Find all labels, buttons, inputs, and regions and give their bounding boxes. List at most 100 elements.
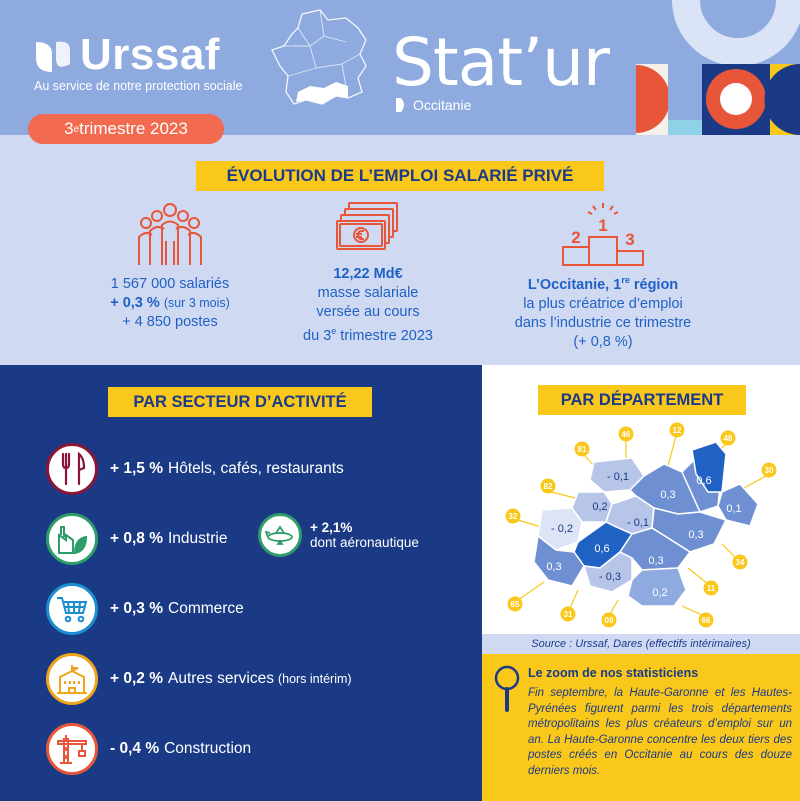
aero-pct: + 2,1% — [310, 520, 419, 535]
employment-section: ÉVOLUTION DE L’EMPLOI SALARIÉ PRIVÉ 1 56… — [0, 135, 800, 365]
dept-value: - 0,1 — [607, 471, 629, 483]
airplane-icon-circle — [258, 513, 302, 557]
sector-pct: + 0,3 % — [110, 600, 163, 618]
department-title: PAR DÉPARTEMENT — [538, 385, 746, 415]
region-mark-icon — [396, 98, 408, 112]
crane-icon — [56, 733, 88, 765]
tagline: Au service de notre protection sociale — [34, 79, 242, 93]
cart-icon-circle — [46, 583, 98, 635]
payroll-line2: masse salariale — [278, 284, 458, 303]
factory-icon-circle — [46, 513, 98, 565]
dept-value: 0,3 — [648, 555, 663, 567]
region-headline-post: région — [630, 277, 678, 293]
sector-section: PAR SECTEUR D’ACTIVITÉ + 1,5 % Hôtels, c… — [0, 365, 482, 801]
crane-icon-circle — [46, 723, 98, 775]
brand-name: Urssaf — [80, 30, 220, 80]
quarter-number: 3 — [64, 119, 73, 139]
dept-code: 82 — [544, 482, 553, 491]
dept-code: 46 — [622, 430, 631, 439]
sector-row-industry: + 0,8 % Industrie — [46, 513, 227, 565]
dept-code: 32 — [509, 512, 518, 521]
department-map: - 0,1 0,6 0,3 0,2 - 0,1 0,1 - 0,2 0,3 0,… — [482, 420, 800, 635]
region-headline: L’Occitanie, 1re région — [478, 271, 728, 295]
sector-label: Construction — [164, 740, 251, 758]
dept-value: 0,1 — [726, 503, 741, 515]
podium-second: 2 — [571, 228, 580, 247]
france-map-icon — [262, 6, 382, 118]
sector-row-hotels: + 1,5 % Hôtels, cafés, restaurants — [46, 443, 344, 495]
dept-value: 0,2 — [652, 587, 667, 599]
sector-label: Autres services — [168, 670, 274, 688]
podium-icon: 1 2 3 — [561, 201, 645, 267]
employees-pct: + 0,3 % — [110, 295, 160, 311]
payroll-line3: versée au cours — [278, 303, 458, 322]
sector-pct: + 0,8 % — [110, 530, 163, 548]
people-icon — [135, 201, 205, 267]
region-headline-pre: L’Occitanie, 1 — [528, 277, 622, 293]
banknotes-icon — [335, 201, 401, 257]
airplane-icon — [265, 525, 295, 545]
region-headline-sup: re — [621, 275, 630, 285]
dept-code: 11 — [707, 584, 716, 593]
region-line2: la plus créatrice d’emploi — [478, 295, 728, 314]
dept-code: 65 — [511, 600, 520, 609]
urssaf-logo: Urssaf — [32, 30, 220, 80]
payroll-amount: 12,22 Md€ — [278, 265, 458, 284]
zoom-section: Le zoom de nos statisticiens Fin septemb… — [482, 654, 800, 801]
dept-value: 0,2 — [592, 501, 607, 513]
region-line4: (+ 0,8 %) — [478, 333, 728, 352]
publication-title: Stat’ur — [392, 24, 609, 101]
dept-code: 31 — [564, 610, 573, 619]
sector-row-construction: - 0,4 % Construction — [46, 723, 251, 775]
region-line3: dans l’industrie ce trimestre — [478, 314, 728, 333]
factory-leaf-icon — [56, 523, 88, 555]
employment-title: ÉVOLUTION DE L’EMPLOI SALARIÉ PRIVÉ — [196, 161, 604, 191]
dept-code: 81 — [578, 445, 587, 454]
quarter-rest: trimestre 2023 — [79, 119, 188, 139]
dept-value: - 0,1 — [627, 517, 649, 529]
zoom-title: Le zoom de nos statisticiens — [528, 666, 698, 680]
region-stat: 1 2 3 L’Occitanie, 1re région la plus cr… — [478, 201, 728, 352]
sector-label: Industrie — [168, 530, 227, 548]
jobs-added: + 4 850 postes — [70, 313, 270, 332]
dept-code: 30 — [765, 466, 774, 475]
sector-row-services: + 0,2 % Autres services (hors intérim) — [46, 653, 352, 705]
sector-pct: + 0,2 % — [110, 670, 163, 688]
cart-icon — [56, 595, 88, 623]
building-icon-circle — [46, 653, 98, 705]
region-tag: Occitanie — [396, 97, 471, 113]
sector-label: Commerce — [168, 600, 244, 618]
sector-note: (hors intérim) — [278, 672, 352, 686]
dept-code: 09 — [605, 616, 614, 625]
podium-third: 3 — [625, 230, 634, 249]
sector-pct: - 0,4 % — [110, 740, 159, 758]
podium-first: 1 — [598, 216, 607, 235]
region-name: Occitanie — [413, 97, 471, 113]
dept-value: - 0,2 — [551, 523, 573, 535]
sector-label: Hôtels, cafés, restaurants — [168, 460, 344, 478]
payroll-line4-pre: du 3 — [303, 328, 331, 344]
payroll-line4-post: trimestre 2023 — [336, 328, 433, 344]
employees-count: 1 567 000 salariés — [70, 275, 270, 294]
payroll-stat: 12,22 Md€ masse salariale versée au cour… — [278, 201, 458, 346]
dept-value: 0,6 — [696, 475, 711, 487]
dept-code: 66 — [702, 616, 711, 625]
urssaf-logo-icon — [32, 34, 74, 76]
employees-pct-note: (sur 3 mois) — [164, 296, 230, 310]
dept-code: 34 — [736, 558, 745, 567]
source-note: Source : Urssaf, Dares (effectifs intéri… — [482, 634, 800, 654]
dept-value: 0,6 — [594, 543, 609, 555]
dept-value: - 0,3 — [599, 571, 621, 583]
cutlery-icon-circle — [46, 443, 98, 495]
aero-label: dont aéronautique — [310, 535, 419, 550]
sector-row-commerce: + 0,3 % Commerce — [46, 583, 244, 635]
magnifier-icon — [492, 664, 522, 712]
dept-code: 48 — [724, 434, 733, 443]
sector-pct: + 1,5 % — [110, 460, 163, 478]
geometric-decoration — [636, 0, 800, 135]
dept-value: 0,3 — [660, 489, 675, 501]
employees-change: + 0,3 % (sur 3 mois) — [70, 294, 270, 313]
dept-value: 0,3 — [546, 561, 561, 573]
aero-text: + 2,1% dont aéronautique — [310, 520, 419, 550]
